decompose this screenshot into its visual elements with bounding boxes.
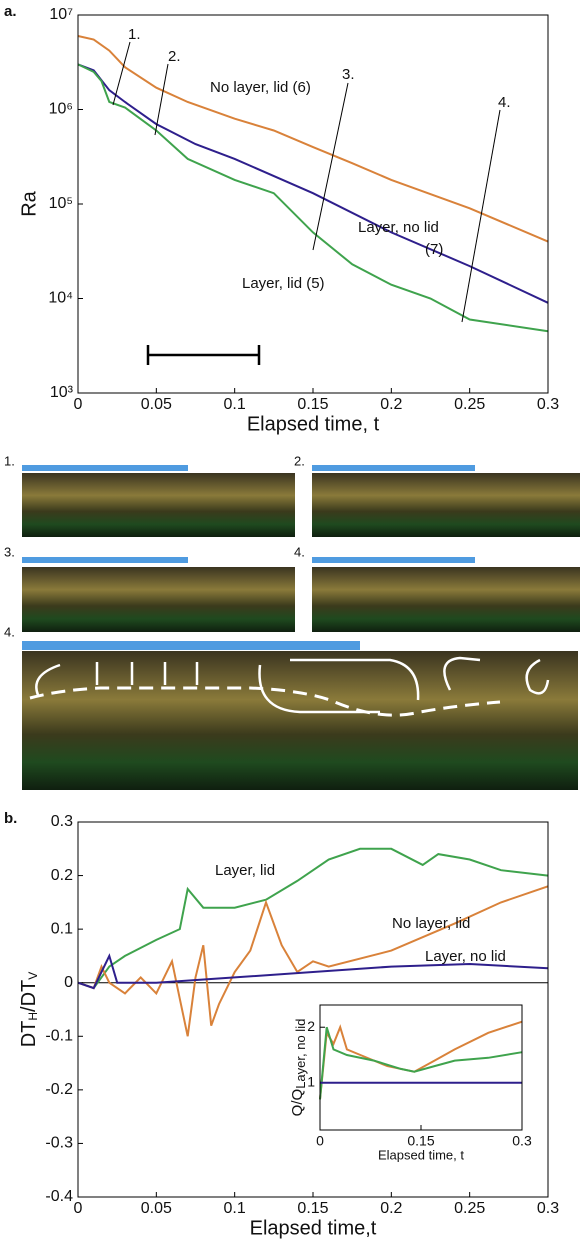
x-tick-label: 0.3 — [512, 1133, 532, 1149]
photo-label: 2. — [294, 453, 305, 468]
photo-label: 1. — [4, 453, 15, 468]
panel-label: a. — [4, 3, 17, 20]
x-tick-label: 0.3 — [537, 1200, 559, 1217]
panel-label: b. — [4, 810, 17, 827]
series-line — [77, 953, 549, 990]
series-line — [77, 63, 549, 333]
x-tick-label: 0 — [74, 1200, 83, 1217]
y-tick-label: 0 — [64, 974, 73, 991]
x-tick-label: 0.2 — [380, 1200, 402, 1217]
photo-label: 3. — [4, 544, 15, 559]
y-tick-label: 2 — [307, 1018, 315, 1034]
y-tick-label: 10⁴ — [48, 290, 73, 307]
photos — [22, 465, 580, 790]
scale-bar — [22, 641, 360, 650]
y-tick-label: 10⁷ — [49, 6, 73, 23]
x-axis-label: Elapsed time, t — [247, 413, 380, 435]
y-tick-label: 0.1 — [51, 920, 73, 937]
photo — [312, 473, 580, 537]
y-axis-label-part: H — [26, 1012, 40, 1021]
x-tick-label: 0.05 — [141, 1200, 172, 1217]
annotation: 1. — [128, 26, 141, 43]
y-axis-label: Q/QLayer, no lid — [289, 1019, 308, 1117]
x-tick-label: 0.15 — [297, 1200, 328, 1217]
series-line — [77, 847, 549, 990]
plot-frame — [77, 14, 549, 394]
series-line — [77, 35, 549, 243]
y-tick-label: 10⁶ — [49, 101, 73, 118]
annotation: 4. — [498, 94, 511, 111]
y-tick-label: -0.3 — [45, 1135, 73, 1152]
photo — [22, 567, 295, 632]
series-line — [77, 63, 549, 304]
y-tick-label: -0.1 — [45, 1028, 73, 1045]
x-tick-label: 0.05 — [141, 396, 172, 413]
x-tick-label: 0 — [316, 1133, 324, 1149]
scale-bar — [22, 465, 188, 471]
y-tick-label: 10³ — [50, 384, 74, 401]
x-axis-label: Elapsed time,t — [250, 1217, 377, 1239]
x-tick-label: 0.25 — [454, 1200, 485, 1217]
x-tick-label: 0.1 — [224, 396, 246, 413]
series-line — [77, 885, 549, 1037]
series-label: Layer, no lid — [358, 219, 439, 236]
scale-bar — [312, 557, 475, 563]
y-tick-label: 10⁵ — [49, 195, 73, 212]
leader-line — [461, 109, 501, 323]
x-tick-label: 0.2 — [380, 396, 402, 413]
y-axis-label-part: /DT — [18, 980, 40, 1012]
annotation: 3. — [342, 66, 355, 83]
x-tick-label: 0 — [74, 396, 83, 413]
x-axis-label: Elapsed time, t — [378, 1147, 464, 1162]
annotation: 2. — [168, 48, 181, 65]
plot-frame — [319, 1004, 523, 1131]
x-tick-label: 0.25 — [454, 396, 485, 413]
series-line — [319, 1026, 523, 1100]
scale-bar — [312, 465, 475, 471]
y-axis-label: Ra — [18, 190, 40, 216]
y-axis-label: DTH/DTV — [18, 972, 40, 1048]
photo-label: 4. — [294, 544, 305, 559]
x-tick-label: 0.1 — [224, 1200, 246, 1217]
y-axis-label-part: Q/Q — [289, 1089, 306, 1117]
x-tick-label: 0.15 — [407, 1133, 434, 1149]
series-label: Layer, lid — [215, 862, 275, 879]
photo — [312, 567, 580, 632]
y-tick-label: 1 — [307, 1073, 315, 1089]
series-label: Layer, lid (5) — [242, 275, 325, 292]
x-tick-label: 0.15 — [297, 396, 328, 413]
y-axis-label-part: Layer, no lid — [293, 1019, 308, 1089]
photo — [22, 651, 578, 790]
y-axis-label-part: V — [26, 972, 40, 980]
time-scale-bar — [146, 345, 261, 365]
x-tick-label: 0.3 — [537, 396, 559, 413]
photo-label: 4. — [4, 624, 15, 639]
leader-line — [154, 63, 169, 136]
y-tick-label: 0.3 — [51, 813, 73, 830]
y-tick-label: -0.4 — [45, 1188, 73, 1205]
y-axis-label-part: DT — [18, 1021, 40, 1048]
flow-arrows — [35, 656, 550, 714]
leader-line — [312, 82, 349, 251]
annotation: (7) — [425, 241, 443, 258]
scale-bar — [22, 557, 188, 563]
series-label: Layer, no lid — [425, 948, 506, 965]
y-tick-label: -0.2 — [45, 1081, 73, 1098]
series-label: No layer, lid (6) — [210, 79, 311, 96]
photo — [22, 473, 295, 537]
interface-line — [29, 686, 501, 717]
leader-line — [112, 41, 131, 106]
series-label: No layer, lid — [392, 915, 470, 932]
plot-frame — [77, 821, 549, 1198]
y-tick-label: 0.2 — [51, 867, 73, 884]
